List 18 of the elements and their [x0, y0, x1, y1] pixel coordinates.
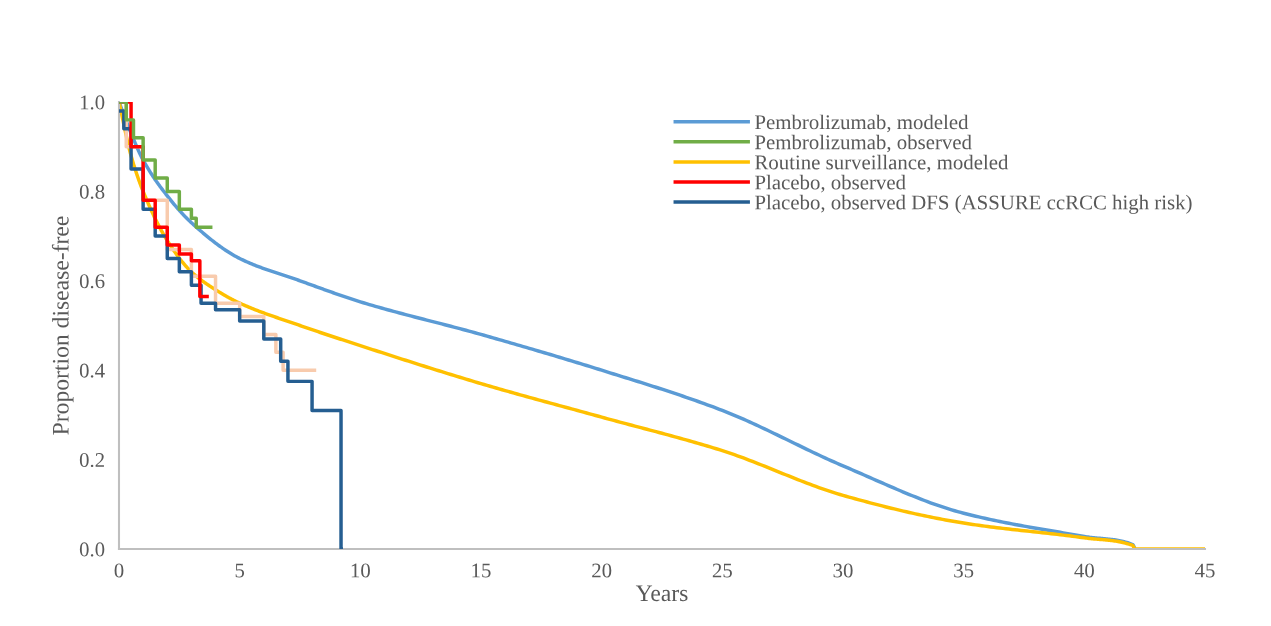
y-tick-label: 1.0: [80, 95, 105, 110]
y-tick-label: 0.6: [79, 274, 105, 289]
x-axis-title: Years: [635, 585, 688, 602]
x-tick-label: 0: [114, 563, 124, 578]
y-tick-label: 0.4: [79, 363, 105, 378]
y-axis-title: Proportion disease-free: [51, 216, 74, 435]
x-tick-label: 45: [1194, 563, 1215, 578]
x-tick-label: 15: [472, 563, 491, 578]
y-tick-label: 0.2: [79, 452, 104, 468]
x-tick-label: 40: [1074, 563, 1094, 578]
y-tick-label: 0.0: [79, 542, 105, 557]
x-tick-label: 25: [712, 563, 732, 578]
x-tick-label: 35: [954, 563, 974, 578]
x-tick-label: 30: [833, 563, 853, 578]
x-tick-label: 5: [235, 563, 245, 578]
x-tick-label: 20: [592, 563, 612, 578]
y-tick-label: 0.8: [79, 184, 105, 199]
x-tick-label: 10: [351, 563, 370, 578]
